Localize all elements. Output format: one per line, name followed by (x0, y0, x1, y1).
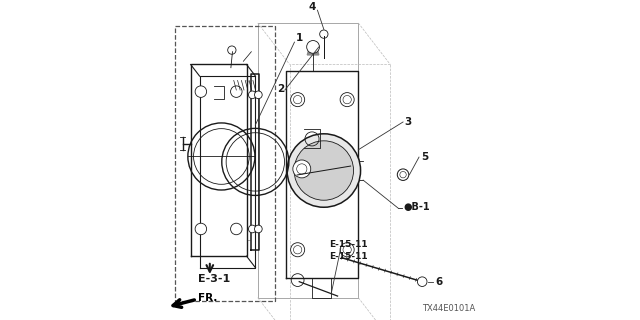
Circle shape (293, 160, 311, 178)
Text: FR.: FR. (198, 293, 217, 303)
Text: E-15-11: E-15-11 (330, 252, 368, 261)
Text: 6: 6 (435, 277, 442, 287)
Circle shape (340, 92, 354, 107)
Text: 1: 1 (296, 33, 303, 43)
Circle shape (230, 223, 242, 235)
Circle shape (255, 91, 262, 99)
Text: TX44E0101A: TX44E0101A (422, 304, 475, 313)
Circle shape (294, 141, 353, 200)
Circle shape (195, 86, 207, 97)
Circle shape (248, 91, 256, 99)
Circle shape (307, 41, 319, 53)
Circle shape (287, 134, 360, 207)
Circle shape (417, 277, 427, 286)
Circle shape (248, 225, 256, 233)
Text: 4: 4 (308, 2, 316, 12)
Text: E-15-11: E-15-11 (330, 240, 368, 249)
Text: 2: 2 (277, 84, 284, 94)
Circle shape (230, 86, 242, 97)
Circle shape (397, 169, 409, 180)
Circle shape (195, 223, 207, 235)
Circle shape (291, 243, 305, 257)
Text: 5: 5 (422, 152, 429, 162)
Text: ●B-1: ●B-1 (404, 203, 430, 212)
Circle shape (291, 92, 305, 107)
Polygon shape (307, 48, 319, 55)
Circle shape (340, 243, 354, 257)
Circle shape (255, 225, 262, 233)
Bar (175, 26, 275, 301)
Text: E-3-1: E-3-1 (198, 274, 230, 284)
Text: 3: 3 (404, 117, 412, 127)
